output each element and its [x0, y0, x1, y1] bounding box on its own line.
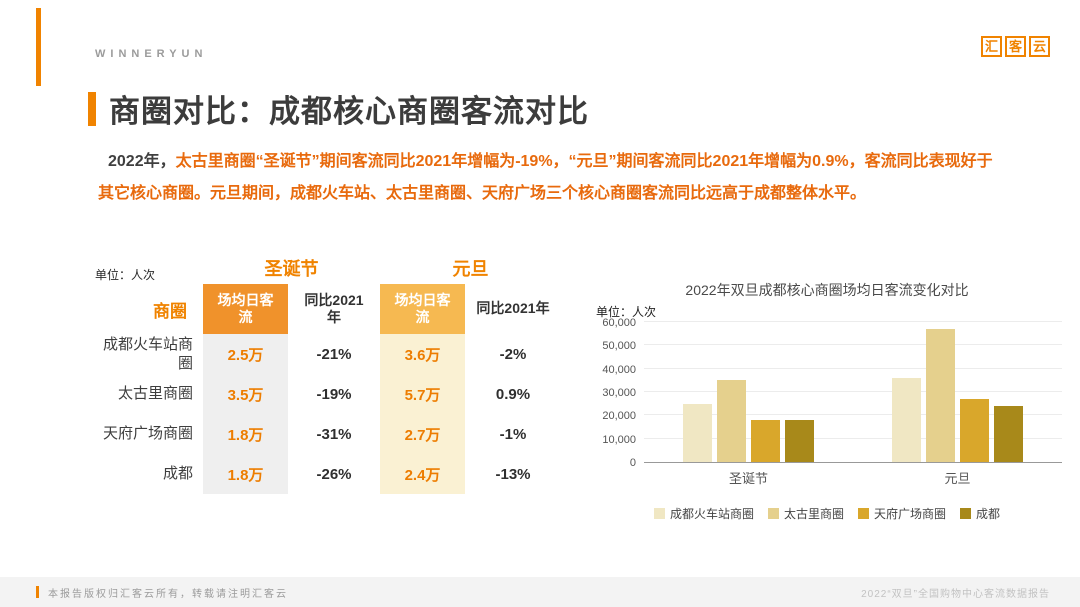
table-column-header-row: 商圈 场均日客流 同比2021年 场均日客流 同比2021年 — [95, 284, 561, 334]
summary-highlight: 太古里商圈“圣诞节”期间客流同比2021年增幅为-19%，“元旦”期间客流同比2… — [98, 153, 993, 202]
table-cell-newyear_traffic: 3.6万 — [380, 334, 465, 374]
table-group-header-row: 单位：人次 圣诞节 元旦 — [95, 252, 561, 284]
y-tick-label: 10,000 — [602, 433, 636, 446]
bar-天府广场商圈-元旦 — [960, 399, 990, 462]
legend-swatch — [858, 508, 869, 519]
table-unit-label: 单位：人次 — [95, 268, 156, 282]
group-header-christmas: 圣诞节 — [264, 259, 319, 279]
page-title-row: 商圈对比：成都核心商圈客流对比 — [88, 86, 589, 131]
brand-watermark: WINNERYUN — [95, 48, 208, 60]
left-accent-bar — [36, 8, 41, 86]
gridline — [644, 437, 1062, 439]
table-cell-newyear_yoy: -2% — [499, 345, 527, 363]
table-cell-district: 太古里商圈 — [117, 385, 193, 403]
district-table: 单位：人次 圣诞节 元旦 商圈 场均日客流 同比2021年 场均日客流 同比20… — [95, 252, 561, 494]
table-cell-christmas_traffic: 3.5万 — [203, 374, 288, 414]
table-cell-newyear_yoy: 0.9% — [495, 385, 531, 403]
footer: 本报告版权归汇客云所有，转载请注明汇客云 2022“双旦”全国购物中心客流数据报… — [0, 577, 1080, 607]
table-cell-christmas_traffic: 1.8万 — [203, 454, 288, 494]
brand-logo-char: 客 — [1004, 36, 1026, 57]
traffic-bar-chart: 2022年双旦成都核心商圈场均日客流变化对比 单位：人次 0 10,000 20,0… — [592, 280, 1062, 522]
brand-logo: 汇客云 — [978, 36, 1050, 57]
chart-unit-label: 单位：人次 — [596, 305, 657, 319]
bar-group-圣诞节 — [682, 380, 815, 462]
bar-天府广场商圈-圣诞节 — [751, 420, 781, 462]
footer-accent-bar — [36, 586, 39, 598]
table-cell-newyear_traffic: 2.7万 — [380, 414, 465, 454]
table-cell-district: 成都 — [162, 465, 193, 483]
col-header-christmas-traffic: 场均日客流 — [203, 284, 288, 334]
table-cell-district: 成都火车站商圈 — [102, 335, 193, 373]
y-tick-label: 60,000 — [602, 317, 636, 329]
col-header-newyear-traffic: 场均日客流 — [380, 284, 465, 334]
legend-swatch — [767, 508, 779, 519]
legend-label: 成都 — [976, 507, 1001, 521]
bar-group-元旦 — [891, 329, 1024, 462]
table-row: 成都火车站商圈 2.5万 -21% 3.6万 -2% — [95, 334, 561, 374]
bar-成都火车站商圈-圣诞节 — [682, 403, 712, 462]
chart-y-axis: 0 10,000 20,000 30,000 40,000 50,000 60,000 — [592, 317, 644, 469]
x-axis-label-元旦: 元旦 — [944, 471, 971, 486]
y-tick-label: 30,000 — [602, 387, 636, 399]
table-row: 太古里商圈 3.5万 -19% 5.7万 0.9% — [95, 374, 561, 414]
table-cell-christmas_yoy: -31% — [316, 425, 352, 443]
gridline — [644, 414, 1062, 416]
gridline — [644, 321, 1062, 322]
bar-成都-元旦 — [994, 406, 1024, 462]
footer-report-name: 2022“双旦”全国购物中心客流数据报告 — [861, 588, 1050, 600]
brand-logo-char: 云 — [1028, 36, 1050, 57]
legend-label: 成都火车站商圈 — [669, 507, 754, 521]
bar-成都火车站商圈-元旦 — [891, 378, 921, 462]
summary-prefix: 2022年， — [108, 153, 176, 170]
footer-left: 本报告版权归汇客云所有，转载请注明汇客云 — [36, 585, 288, 600]
district-table-body: 成都火车站商圈 2.5万 -21% 3.6万 -2% 太古里商圈 3.5万 -19% 5.7万 0… — [95, 334, 561, 494]
page-title: 商圈对比：成都核心商圈客流对比 — [109, 94, 589, 129]
legend-label: 天府广场商圈 — [874, 507, 947, 521]
table-cell-christmas_yoy: -19% — [316, 385, 352, 403]
col-header-district: 商圈 — [153, 301, 187, 321]
col-header-newyear-yoy: 同比2021年 — [476, 300, 550, 317]
footer-copyright: 本报告版权归汇客云所有，转载请注明汇客云 — [48, 588, 288, 600]
gridline — [644, 367, 1062, 369]
legend-swatch — [960, 508, 972, 519]
table-cell-christmas_traffic: 1.8万 — [203, 414, 288, 454]
table-cell-newyear_yoy: -13% — [495, 465, 531, 483]
legend-item: 太古里商圈 — [767, 505, 844, 522]
title-accent-bar — [88, 91, 96, 126]
gridline — [644, 344, 1062, 346]
legend-item: 天府广场商圈 — [858, 505, 946, 522]
table-cell-christmas_yoy: -21% — [316, 345, 352, 363]
chart-plot-row: 0 10,000 20,000 30,000 40,000 50,000 60,000 — [592, 317, 1062, 469]
group-header-newyear: 元旦 — [452, 259, 489, 279]
table-row: 天府广场商圈 1.8万 -31% 2.7万 -1% — [95, 414, 561, 454]
chart-legend: 成都火车站商圈 太古里商圈 天府广场商圈 成都 — [592, 505, 1062, 522]
table-cell-district: 天府广场商圈 — [102, 425, 193, 443]
table-cell-newyear_yoy: -1% — [499, 425, 527, 443]
table-cell-newyear_traffic: 2.4万 — [380, 454, 465, 494]
y-tick-label: 20,000 — [602, 410, 636, 423]
legend-item: 成都 — [960, 505, 1000, 522]
summary-paragraph: 2022年，太古里商圈“圣诞节”期间客流同比2021年增幅为-19%，“元旦”期… — [98, 146, 993, 210]
table-cell-christmas_yoy: -26% — [316, 465, 352, 483]
x-axis-label-圣诞节: 圣诞节 — [728, 471, 768, 486]
brand-logo-char: 汇 — [980, 36, 1002, 57]
bar-太古里商圈-圣诞节 — [716, 380, 746, 462]
table-cell-newyear_traffic: 5.7万 — [380, 374, 465, 414]
y-tick-label: 40,000 — [602, 363, 636, 376]
y-tick-label: 0 — [629, 457, 636, 469]
table-row: 成都 1.8万 -26% 2.4万 -13% — [95, 454, 561, 494]
legend-label: 太古里商圈 — [783, 507, 844, 521]
bar-成都-圣诞节 — [785, 420, 815, 462]
y-tick-label: 50,000 — [602, 340, 636, 353]
chart-title: 2022年双旦成都核心商圈场均日客流变化对比 — [685, 282, 969, 298]
legend-swatch — [653, 508, 665, 519]
bar-太古里商圈-元旦 — [925, 329, 955, 462]
col-header-christmas-yoy: 同比2021年 — [304, 291, 364, 326]
chart-x-labels: 圣诞节 元旦 — [644, 468, 1062, 487]
gridline — [644, 391, 1062, 392]
chart-plot — [644, 321, 1062, 463]
table-cell-christmas_traffic: 2.5万 — [203, 334, 288, 374]
legend-item: 成都火车站商圈 — [653, 505, 754, 522]
